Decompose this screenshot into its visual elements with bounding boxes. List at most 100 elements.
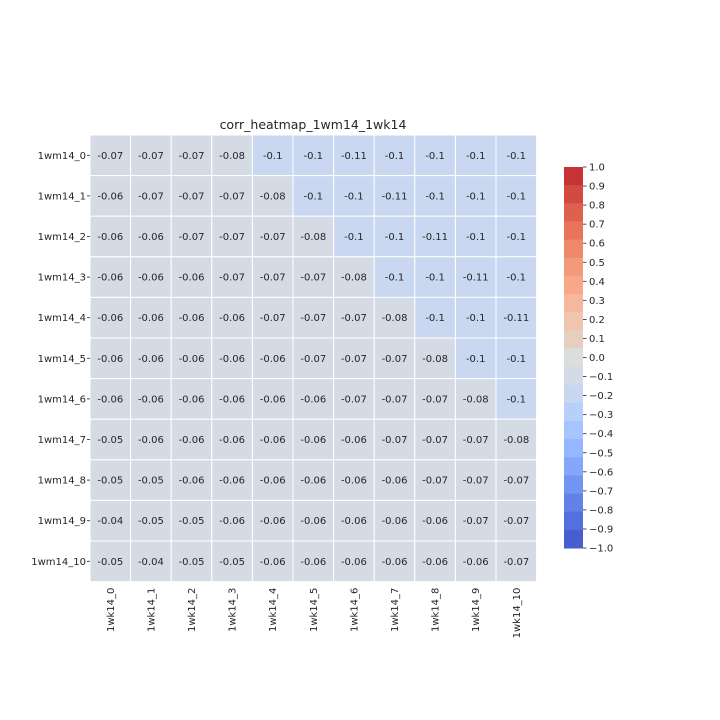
- colorbar-tick-label: 0.9: [589, 182, 605, 193]
- cell-value-label: -0.05: [138, 476, 164, 487]
- cell-value-label: -0.07: [503, 476, 529, 487]
- cell-value-label: -0.06: [422, 516, 448, 527]
- colorbar-segment: [564, 312, 583, 331]
- cell-value-label: -0.06: [179, 273, 205, 284]
- column-tick-label: 1wk14_7: [390, 588, 401, 632]
- cell-value-label: -0.1: [507, 232, 527, 243]
- heatmap-cell: [495, 175, 538, 217]
- cell-value-label: -0.04: [138, 557, 164, 568]
- cell-value-label: -0.06: [260, 476, 286, 487]
- heatmap-cell: [292, 337, 335, 380]
- cell-value-label: -0.04: [97, 516, 123, 527]
- cell-value-label: -0.06: [179, 435, 205, 446]
- cell-value-label: -0.07: [219, 232, 245, 243]
- heatmap-cell: [333, 418, 375, 461]
- heatmap-cell: [89, 215, 132, 258]
- colorbar-tick-label: −0.9: [589, 524, 613, 535]
- colorbar-segment: [564, 493, 583, 513]
- colorbar-tick-label: 0.3: [589, 296, 605, 307]
- cell-value-label: -0.1: [304, 151, 324, 162]
- heatmap-cell: [414, 378, 456, 420]
- row-tick-label: 1wm14_2: [38, 232, 86, 243]
- cell-value-label: -0.08: [463, 394, 489, 405]
- cell-value-label: -0.06: [341, 476, 367, 487]
- heatmap-cell: [89, 296, 132, 339]
- colorbar-segment: [564, 239, 583, 259]
- colorbar-tick-label: 0.1: [589, 334, 605, 345]
- cell-value-label: -0.08: [260, 191, 286, 202]
- heatmap-cell: [89, 175, 132, 217]
- cell-value-label: -0.06: [260, 557, 286, 568]
- colorbar-segment: [564, 384, 583, 404]
- column-tick-label: 1wk14_0: [106, 588, 117, 632]
- heatmap-cell: [170, 459, 213, 501]
- colorbar-segment: [564, 457, 583, 476]
- heatmap-cell: [414, 499, 456, 542]
- cell-value-label: -0.11: [503, 313, 529, 324]
- colorbar-tick-label: −0.2: [589, 391, 613, 402]
- heatmap-cell: [454, 134, 497, 177]
- cell-value-label: -0.11: [422, 232, 448, 243]
- cell-value-label: -0.07: [382, 435, 408, 446]
- cell-value-label: -0.06: [341, 516, 367, 527]
- row-tick-label: 1wm14_6: [38, 394, 86, 405]
- cell-value-label: -0.06: [219, 476, 245, 487]
- cell-value-label: -0.06: [260, 354, 286, 365]
- row-tick-label: 1wm14_8: [38, 476, 86, 487]
- heatmap-cell: [414, 256, 456, 298]
- heatmap-cell: [292, 540, 335, 583]
- cell-value-label: -0.05: [138, 516, 164, 527]
- colorbar-segment: [564, 439, 583, 458]
- cell-value-label: -0.06: [179, 394, 205, 405]
- cell-value-label: -0.06: [300, 516, 326, 527]
- colorbar-tick-label: −0.8: [589, 505, 613, 516]
- cell-value-label: -0.1: [425, 313, 445, 324]
- cell-value-label: -0.06: [219, 394, 245, 405]
- cell-value-label: -0.08: [382, 313, 408, 324]
- cell-value-label: -0.1: [466, 232, 486, 243]
- heatmap-cell: [170, 499, 213, 542]
- heatmap-cell: [130, 418, 172, 461]
- heatmap-cell: [89, 378, 132, 420]
- cell-value-label: -0.06: [179, 313, 205, 324]
- heatmap-cell: [495, 459, 538, 501]
- heatmap-cell: [454, 459, 497, 501]
- heatmap-cell: [211, 337, 253, 380]
- colorbar-tick-label: −0.1: [589, 372, 613, 383]
- cell-value-label: -0.08: [341, 273, 367, 284]
- cell-value-label: -0.07: [179, 232, 205, 243]
- heatmap-cell: [89, 337, 132, 380]
- cell-value-label: -0.06: [97, 354, 123, 365]
- cell-value-label: -0.07: [219, 191, 245, 202]
- row-tick-labels: 1wm14_0 1wm14_1 1wm14_2 1wm14_3 1wm14_4 1wm14…: [31, 151, 90, 568]
- cell-value-label: -0.1: [507, 394, 527, 405]
- cell-value-label: -0.06: [138, 232, 164, 243]
- cell-value-label: -0.07: [138, 151, 164, 162]
- cell-value-label: -0.07: [219, 273, 245, 284]
- colorbar-segment: [564, 421, 583, 440]
- heatmap-cell: [89, 418, 132, 461]
- cell-value-label: -0.07: [260, 313, 286, 324]
- column-tick-label: 1wk14_1: [146, 588, 157, 632]
- heatmap-cell: [414, 175, 456, 217]
- heatmap-cell: [211, 499, 253, 542]
- cell-value-label: -0.06: [382, 516, 408, 527]
- colorbar-tick-label: 0.2: [589, 315, 605, 326]
- cell-value-label: -0.06: [382, 476, 408, 487]
- cell-value-label: -0.11: [463, 273, 489, 284]
- colorbar: 1.0 0.9 0.8 0.7 0.6 0.5 0.4 0.3 0.2 0.1 0.0 −0.1 −0.…: [564, 163, 613, 555]
- cell-value-label: -0.05: [179, 516, 205, 527]
- column-tick-label: 1wk14_4: [268, 588, 279, 632]
- cell-value-label: -0.1: [466, 151, 486, 162]
- heatmap-cell: [211, 296, 253, 339]
- cell-value-label: -0.07: [260, 273, 286, 284]
- heatmap-cell: [292, 378, 335, 420]
- colorbar-segment: [564, 203, 583, 222]
- heatmap-cell: [333, 378, 375, 420]
- cell-value-label: -0.1: [344, 232, 364, 243]
- heatmap-cell: [495, 256, 538, 298]
- heatmap-cell: [211, 418, 253, 461]
- heatmap-cell: [454, 175, 497, 217]
- cell-value-label: -0.06: [97, 232, 123, 243]
- colorbar-tick-label: −0.4: [589, 429, 613, 440]
